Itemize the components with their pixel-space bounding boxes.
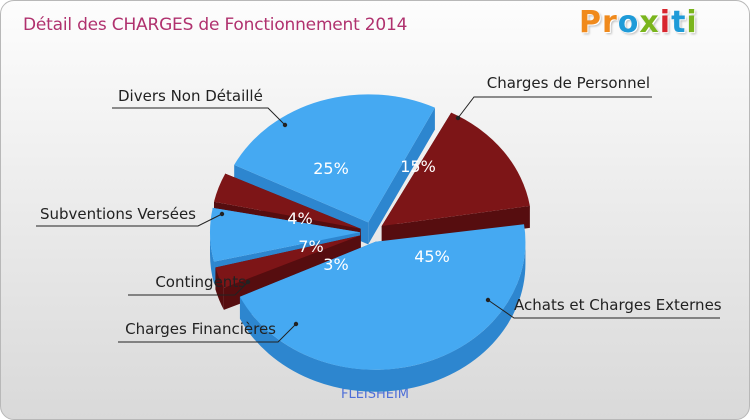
slice-percent-label: 3%: [323, 255, 348, 274]
pie-slice: [213, 173, 361, 229]
leader-arrow: [219, 211, 225, 217]
logo-letter: o: [617, 5, 640, 40]
slice-category-label: Subventions Versées: [40, 205, 196, 223]
slice-category-label: Charges Financières: [125, 320, 276, 338]
leader-line: [128, 281, 249, 296]
slice-category-label: Divers Non Détaillé: [118, 87, 263, 105]
leader-arrow: [485, 297, 491, 303]
pie-slice: [239, 224, 526, 370]
pie-slice: [381, 112, 530, 227]
leader-line: [487, 299, 720, 319]
chart-title: Détail des CHARGES de Fonctionnement 201…: [23, 15, 408, 35]
logo-letter: x: [639, 5, 660, 40]
leader-line: [457, 96, 652, 119]
slice-percent-label: 25%: [313, 159, 349, 178]
slice-percent-label: 7%: [298, 237, 323, 256]
leader-arrow: [245, 279, 251, 285]
pie-slice: [210, 207, 361, 262]
slice-percent-label: 4%: [287, 209, 312, 228]
leader-line: [118, 323, 297, 343]
logo-letter: P: [579, 5, 602, 40]
leader-arrow: [282, 122, 288, 128]
slice-category-label: Achats et Charges Externes: [514, 296, 722, 314]
pie-slice-wall: [368, 107, 435, 245]
slice-percent-label: 15%: [400, 157, 436, 176]
proxiti-logo: Proxiti: [579, 5, 698, 40]
logo-letter: t: [671, 5, 687, 40]
leader-arrow: [455, 115, 461, 121]
logo-letter: r: [602, 5, 618, 40]
slice-category-label: Contingents: [155, 273, 246, 291]
logo-letter: i: [686, 5, 698, 40]
leader-line: [36, 213, 223, 227]
leader-line: [112, 107, 286, 126]
pie-slice-side: [239, 241, 526, 392]
slice-category-label: Charges de Personnel: [487, 74, 650, 92]
leader-arrow: [293, 321, 299, 327]
pie-slice-side: [210, 232, 215, 284]
pie-slice: [215, 235, 361, 288]
slice-percent-label: 45%: [414, 247, 450, 266]
logo-letter: i: [659, 5, 672, 40]
pie-slice-side: [215, 267, 224, 310]
